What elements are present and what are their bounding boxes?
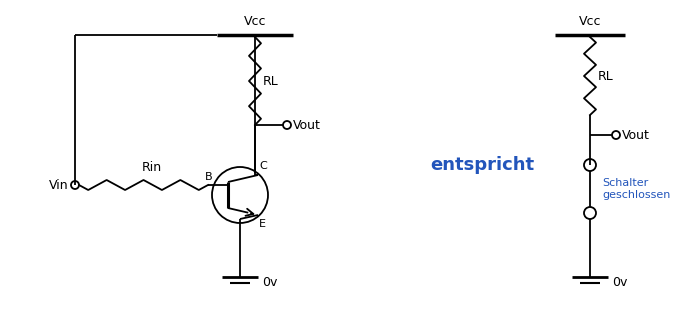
Text: E: E bbox=[259, 219, 266, 229]
Text: 0v: 0v bbox=[262, 277, 277, 289]
Text: entspricht: entspricht bbox=[430, 156, 534, 174]
Text: Rin: Rin bbox=[142, 160, 162, 174]
Text: Vin: Vin bbox=[50, 178, 69, 192]
Text: B: B bbox=[205, 172, 212, 182]
Text: Vcc: Vcc bbox=[579, 14, 601, 27]
Text: Schalter
geschlossen: Schalter geschlossen bbox=[602, 178, 670, 200]
Text: C: C bbox=[259, 161, 267, 171]
Text: 0v: 0v bbox=[612, 277, 628, 289]
Text: RL: RL bbox=[263, 74, 279, 88]
Text: Vout: Vout bbox=[622, 128, 650, 141]
Text: Vout: Vout bbox=[293, 118, 321, 131]
Text: Vcc: Vcc bbox=[243, 14, 267, 27]
Text: RL: RL bbox=[598, 70, 614, 82]
